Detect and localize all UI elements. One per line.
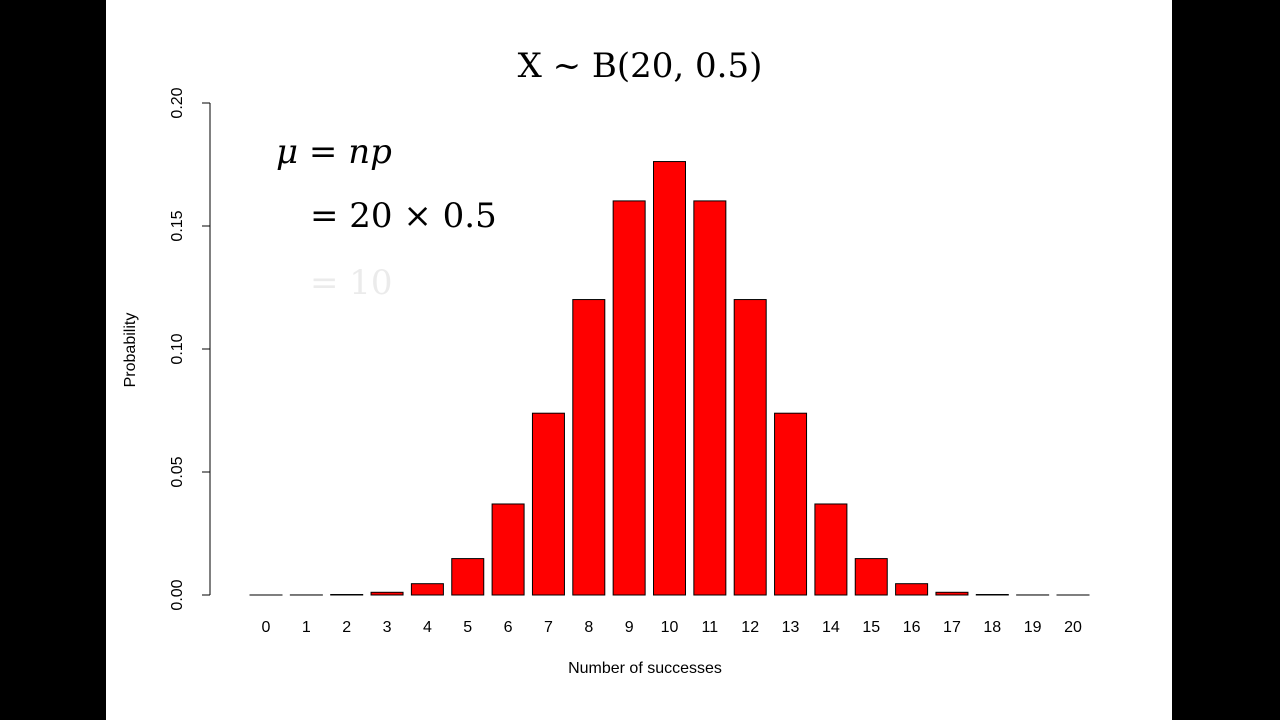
x-tick-label: 20	[1064, 619, 1082, 636]
x-tick-label: 9	[625, 619, 634, 636]
bar	[814, 503, 848, 596]
annotation: = 20 × 0.5	[310, 196, 497, 236]
annotation: = 10	[310, 263, 393, 303]
bar	[895, 583, 929, 596]
x-tick-label: 4	[423, 619, 432, 636]
x-tick-label: 5	[463, 619, 472, 636]
bar	[774, 412, 808, 596]
x-tick-label: 2	[342, 619, 351, 636]
y-tick-label: 0.10	[169, 333, 186, 364]
x-tick-label: 11	[702, 619, 719, 636]
x-axis-label: Number of successes	[568, 660, 722, 677]
annotation: μ = np	[276, 132, 392, 172]
bar	[491, 503, 525, 596]
bar	[935, 591, 969, 596]
bar	[733, 299, 767, 596]
x-tick-label: 1	[302, 619, 311, 636]
bar	[451, 558, 485, 596]
bar	[653, 161, 686, 596]
y-tick-label: 0.15	[169, 210, 186, 241]
bar	[854, 558, 888, 596]
x-tick-label: 19	[1024, 619, 1042, 636]
x-tick-label: 16	[903, 619, 921, 636]
x-tick-label: 10	[661, 619, 679, 636]
x-tick-label: 15	[862, 619, 880, 636]
y-axis-label: Probability	[122, 313, 139, 388]
bar	[410, 583, 444, 596]
x-tick-label: 13	[782, 619, 800, 636]
x-tick-label: 3	[383, 619, 392, 636]
x-tick-label: 17	[943, 619, 961, 636]
x-tick-label: 7	[544, 619, 553, 636]
x-tick-label: 14	[822, 619, 840, 636]
x-tick-label: 18	[983, 619, 1001, 636]
x-tick-label: 0	[262, 619, 271, 636]
bar	[612, 200, 646, 596]
bar	[572, 299, 606, 596]
y-tick-label: 0.20	[169, 87, 186, 118]
bar	[693, 200, 727, 596]
chart-title: X ~ B(20, 0.5)	[518, 46, 763, 86]
x-tick-label: 6	[504, 619, 513, 636]
x-tick-label: 8	[584, 619, 593, 636]
bar	[370, 591, 404, 596]
y-tick-label: 0.05	[169, 456, 186, 487]
bar	[531, 412, 565, 596]
y-tick-label: 0.00	[169, 579, 186, 610]
x-tick-label: 12	[741, 619, 759, 636]
